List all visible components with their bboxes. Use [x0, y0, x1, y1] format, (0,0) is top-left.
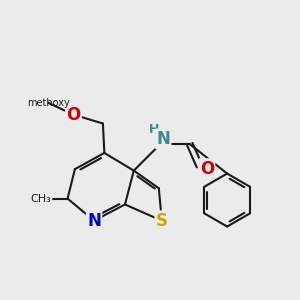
- Text: H: H: [148, 124, 159, 136]
- Text: CH₃: CH₃: [31, 194, 51, 204]
- Text: N: N: [156, 130, 170, 148]
- Text: S: S: [156, 212, 168, 230]
- Text: O: O: [200, 160, 214, 178]
- Text: O: O: [66, 106, 81, 124]
- Text: N: N: [87, 212, 101, 230]
- Text: methoxy: methoxy: [27, 98, 70, 108]
